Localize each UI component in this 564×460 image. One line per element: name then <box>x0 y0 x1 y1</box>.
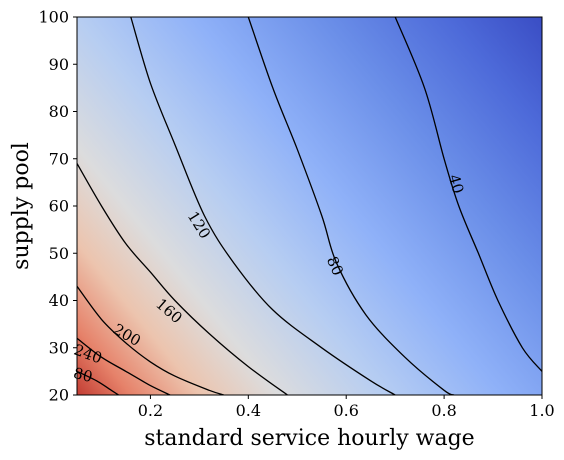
contour-line-160 <box>77 163 288 395</box>
y-tick-label: 80 <box>49 102 69 121</box>
contour-label: 40 <box>445 172 468 195</box>
x-tick-label: 0.8 <box>431 401 456 420</box>
y-tick-label: 70 <box>49 149 69 168</box>
x-tick-label: 1.0 <box>529 401 554 420</box>
x-axis-label: standard service hourly wage <box>144 426 474 451</box>
contour-line-120 <box>130 17 396 395</box>
y-tick-label: 60 <box>49 197 69 216</box>
y-tick-label: 20 <box>49 386 69 405</box>
y-tick-label: 100 <box>38 8 69 27</box>
x-tick-label: 0.2 <box>138 401 163 420</box>
contour-line-200 <box>77 285 225 395</box>
x-tick-label: 0.4 <box>236 401 261 420</box>
contour-line-40 <box>394 17 542 372</box>
x-tick-label: 0.6 <box>333 401 358 420</box>
y-tick-label: 90 <box>49 55 69 74</box>
plot-background <box>77 17 542 395</box>
contour-lines <box>77 17 542 395</box>
x-axis: 0.2 0.4 0.6 0.8 1.0 <box>138 395 555 420</box>
y-tick-label: 50 <box>49 244 69 263</box>
contour-line-80 <box>247 17 455 395</box>
y-axis-label: supply pool <box>9 142 34 270</box>
y-tick-label: 30 <box>49 338 69 357</box>
contour-line-280 <box>77 370 119 395</box>
y-tick-label: 40 <box>49 291 69 310</box>
y-axis: 20 30 40 50 60 70 80 90 100 <box>38 8 77 405</box>
contour-line-240 <box>77 337 171 395</box>
contour-label-group: 40 <box>445 172 468 195</box>
